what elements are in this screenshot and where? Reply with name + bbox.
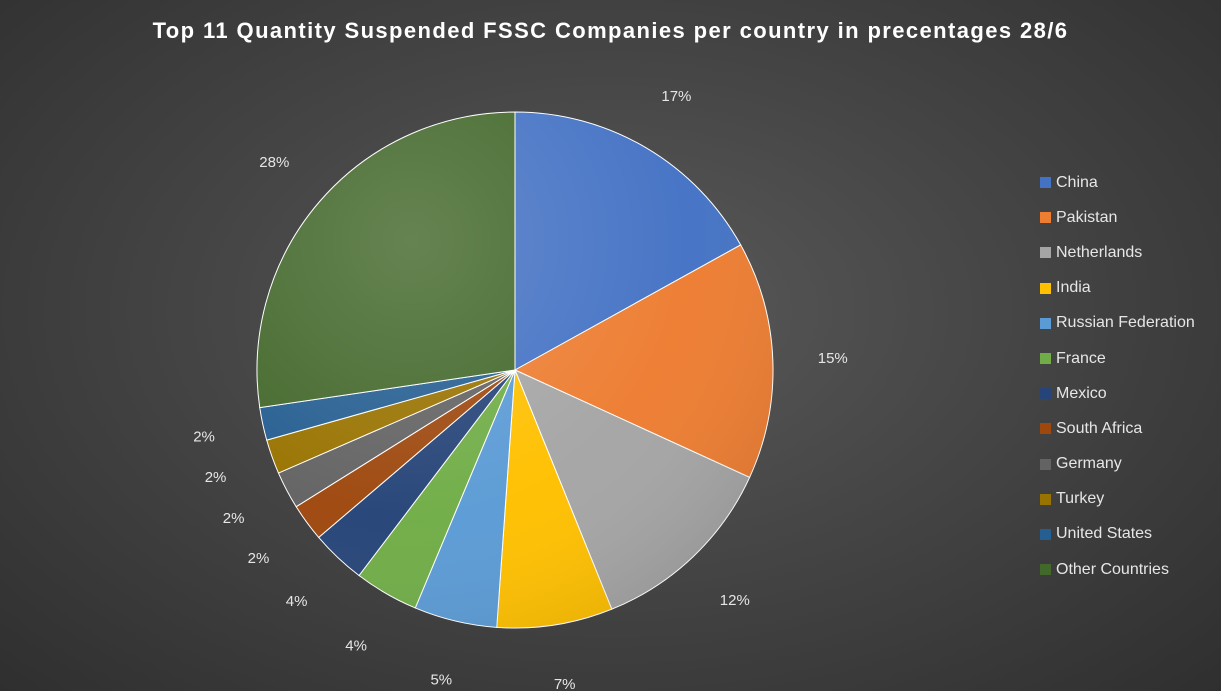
data-label-other-countries: 28% xyxy=(259,154,289,171)
data-label-china: 17% xyxy=(661,88,691,105)
chart-legend: China Pakistan Netherlands India Russian Fed… xyxy=(1040,165,1195,587)
legend-swatch xyxy=(1040,212,1051,224)
legend-swatch xyxy=(1040,353,1051,365)
data-label-india: 7% xyxy=(554,676,576,691)
legend-item-india: India xyxy=(1040,271,1195,306)
data-label-mexico: 4% xyxy=(286,593,308,610)
data-label-turkey: 2% xyxy=(205,469,227,486)
legend-label: United States xyxy=(1056,525,1153,543)
legend-label: Russian Federation xyxy=(1056,314,1195,332)
legend-swatch xyxy=(1040,564,1051,576)
pie-data-labels: 17% 15% 12% 7% 5% 4% 4% 2% 2% 2% 2% 28% xyxy=(193,88,848,691)
legend-item-france: France xyxy=(1040,341,1195,376)
data-label-germany: 2% xyxy=(223,510,245,527)
data-label-russian-federation: 5% xyxy=(430,671,452,688)
legend-label: India xyxy=(1056,279,1091,297)
data-label-pakistan: 15% xyxy=(818,350,848,367)
legend-swatch xyxy=(1040,247,1051,259)
legend-swatch xyxy=(1040,493,1051,505)
data-label-south-africa: 2% xyxy=(248,550,270,567)
legend-item-mexico: Mexico xyxy=(1040,376,1195,411)
pie-slices xyxy=(256,111,774,629)
legend-label: Pakistan xyxy=(1056,208,1118,226)
legend-label: Netherlands xyxy=(1056,243,1143,261)
legend-item-china: China xyxy=(1040,165,1195,200)
legend-item-russian-federation: Russian Federation xyxy=(1040,306,1195,341)
legend-item-netherlands: Netherlands xyxy=(1040,235,1195,270)
data-label-netherlands: 12% xyxy=(720,592,750,609)
legend-label: Mexico xyxy=(1056,384,1107,402)
legend-item-united-states: United States xyxy=(1040,517,1195,552)
legend-swatch xyxy=(1040,177,1051,189)
legend-label: France xyxy=(1056,349,1106,367)
legend-item-turkey: Turkey xyxy=(1040,482,1195,517)
pie-slice-other-countries xyxy=(256,111,516,409)
legend-label: South Africa xyxy=(1056,419,1143,437)
chart-title: Top 11 Quantity Suspended FSSC Companies… xyxy=(152,18,1069,43)
legend-swatch xyxy=(1040,458,1051,470)
legend-swatch xyxy=(1040,423,1051,435)
legend-label: Germany xyxy=(1056,455,1122,473)
data-label-france: 4% xyxy=(345,637,367,654)
legend-item-south-africa: South Africa xyxy=(1040,411,1195,446)
legend-swatch xyxy=(1040,388,1051,400)
legend-label: Other Countries xyxy=(1056,560,1169,578)
legend-swatch xyxy=(1040,528,1051,540)
legend-item-pakistan: Pakistan xyxy=(1040,200,1195,235)
legend-swatch xyxy=(1040,317,1051,329)
legend-item-other-countries: Other Countries xyxy=(1040,552,1195,587)
legend-swatch xyxy=(1040,282,1051,294)
legend-label: Turkey xyxy=(1056,490,1105,508)
data-label-united-states: 2% xyxy=(193,429,215,446)
legend-item-germany: Germany xyxy=(1040,447,1195,482)
legend-label: China xyxy=(1056,173,1098,191)
